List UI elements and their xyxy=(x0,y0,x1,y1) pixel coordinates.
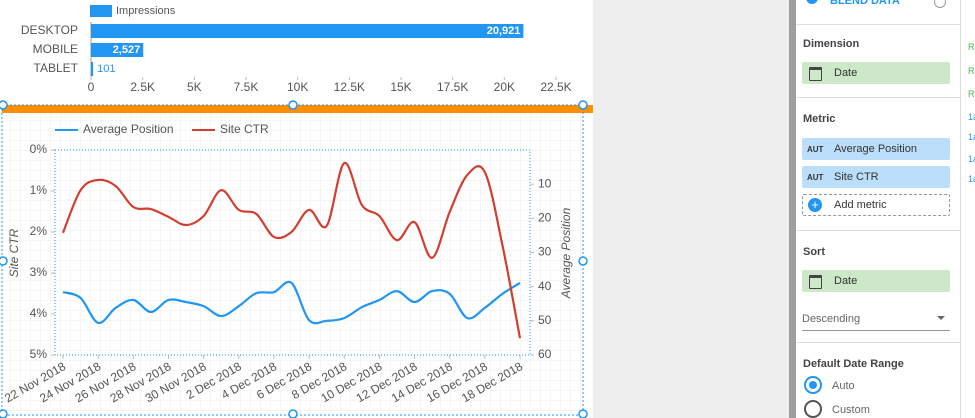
section-title: Dimension xyxy=(803,38,860,50)
handle[interactable] xyxy=(0,100,8,110)
handle[interactable] xyxy=(578,409,588,418)
y2-tick-label: 60 xyxy=(538,347,552,361)
x-tick-label: 12.5K xyxy=(334,80,365,94)
section-title: Default Date Range xyxy=(803,358,904,370)
side-label: 1a xyxy=(968,154,975,164)
handle[interactable] xyxy=(288,100,298,110)
dropdown-underline xyxy=(802,330,950,331)
charts-canvas: Site CTR Average Position Impressions 0 2.… xyxy=(0,5,593,418)
metric-chip[interactable]: AUT Average Position xyxy=(802,138,950,160)
dropdown-arrow xyxy=(937,316,945,320)
radio-label: Auto xyxy=(832,380,855,392)
y-tick-label: 4% xyxy=(30,306,48,320)
y-tick-label: 1% xyxy=(30,183,48,197)
x-tick-label: 10K xyxy=(287,80,308,94)
chip-badge: AUT xyxy=(807,145,824,154)
y2-tick-label: 20 xyxy=(538,211,552,225)
sort-chip[interactable]: Date xyxy=(802,270,950,292)
handle[interactable] xyxy=(578,256,588,266)
plus-icon: + xyxy=(808,198,822,212)
metric-chip[interactable]: AUT Site CTR xyxy=(802,166,950,188)
category-label: MOBILE xyxy=(33,42,78,56)
bar xyxy=(91,24,524,38)
blend-data[interactable]: BLEND DATA xyxy=(830,0,900,7)
canvas-margin xyxy=(593,0,789,418)
chip-label: Date xyxy=(834,67,858,79)
x-tick-label: 7.5K xyxy=(234,80,259,94)
blend-icon xyxy=(806,0,818,4)
selection-handles[interactable] xyxy=(0,100,588,418)
value-label: 2,527 xyxy=(113,44,141,56)
radio-dot xyxy=(809,381,817,389)
legend-label: Impressions xyxy=(116,5,176,17)
y2-tick-label: 40 xyxy=(538,279,552,293)
add-metric[interactable]: + Add metric xyxy=(802,194,950,216)
x-tick-label: 15K xyxy=(390,80,411,94)
x-tick-label: 17.5K xyxy=(437,80,468,94)
side-label: RB xyxy=(968,89,975,99)
y-axis-title: Site CTR xyxy=(7,228,21,277)
divider xyxy=(796,342,960,343)
x-tick-label: 20K xyxy=(494,80,515,94)
handle[interactable] xyxy=(288,409,298,418)
handle[interactable] xyxy=(578,100,588,110)
y2-axis-title: Average Position xyxy=(559,207,573,299)
side-label: RB xyxy=(968,42,975,52)
y2-tick-label: 30 xyxy=(538,245,552,259)
calendar-icon xyxy=(809,275,822,289)
divider xyxy=(796,230,960,231)
series-line xyxy=(62,280,521,325)
chip-label: Average Position xyxy=(834,143,917,155)
y-tick-label: 2% xyxy=(30,224,48,238)
selection-bar xyxy=(2,105,593,113)
y2-tick-label: 10 xyxy=(538,176,552,190)
legend-swatch xyxy=(90,5,112,17)
x-tick-label: 0 xyxy=(88,80,95,94)
divider xyxy=(796,24,960,25)
section-title: Sort xyxy=(803,246,825,258)
side-strip xyxy=(960,0,975,418)
y-tick-label: 0% xyxy=(30,142,48,156)
add-metric-label: Add metric xyxy=(834,199,887,211)
chip-badge: AUT xyxy=(807,173,824,182)
side-label: 1a xyxy=(968,132,975,142)
series-line xyxy=(61,162,522,339)
x-tick-label: 22.5K xyxy=(540,80,571,94)
chip-label: Site CTR xyxy=(834,171,879,183)
category-label: DESKTOP xyxy=(21,23,78,37)
calendar-icon xyxy=(809,67,822,81)
x-tick-label: 2.5K xyxy=(130,80,155,94)
x-tick-label: 5K xyxy=(187,80,202,94)
sort-order[interactable]: Descending xyxy=(802,313,861,325)
handle[interactable] xyxy=(0,409,8,418)
legend-label: Site CTR xyxy=(220,122,269,136)
section-title: Metric xyxy=(803,113,836,125)
side-label: RB xyxy=(968,66,975,76)
y-tick-label: 3% xyxy=(30,265,48,279)
handle[interactable] xyxy=(0,256,8,266)
value-label: 101 xyxy=(97,63,115,75)
radio-label: Custom xyxy=(832,404,870,416)
y2-tick-label: 50 xyxy=(538,313,552,327)
scrollbar[interactable] xyxy=(789,0,796,418)
divider xyxy=(796,97,960,98)
help-icon[interactable] xyxy=(934,0,946,8)
plot-frame xyxy=(54,149,531,356)
y-tick-label: 5% xyxy=(30,347,48,361)
radio-selected[interactable] xyxy=(804,376,822,394)
dimension-chip[interactable]: Date xyxy=(802,62,950,84)
chip-label: Date xyxy=(834,275,858,287)
legend-label: Average Position xyxy=(83,122,174,136)
category-label: TABLET xyxy=(34,61,79,75)
editor-grid xyxy=(2,113,583,415)
side-label: 1a xyxy=(968,174,975,184)
value-label: 20,921 xyxy=(487,25,521,37)
bar xyxy=(91,43,144,57)
side-label: 1a xyxy=(968,112,975,122)
radio[interactable] xyxy=(804,400,822,418)
bar xyxy=(91,62,94,76)
